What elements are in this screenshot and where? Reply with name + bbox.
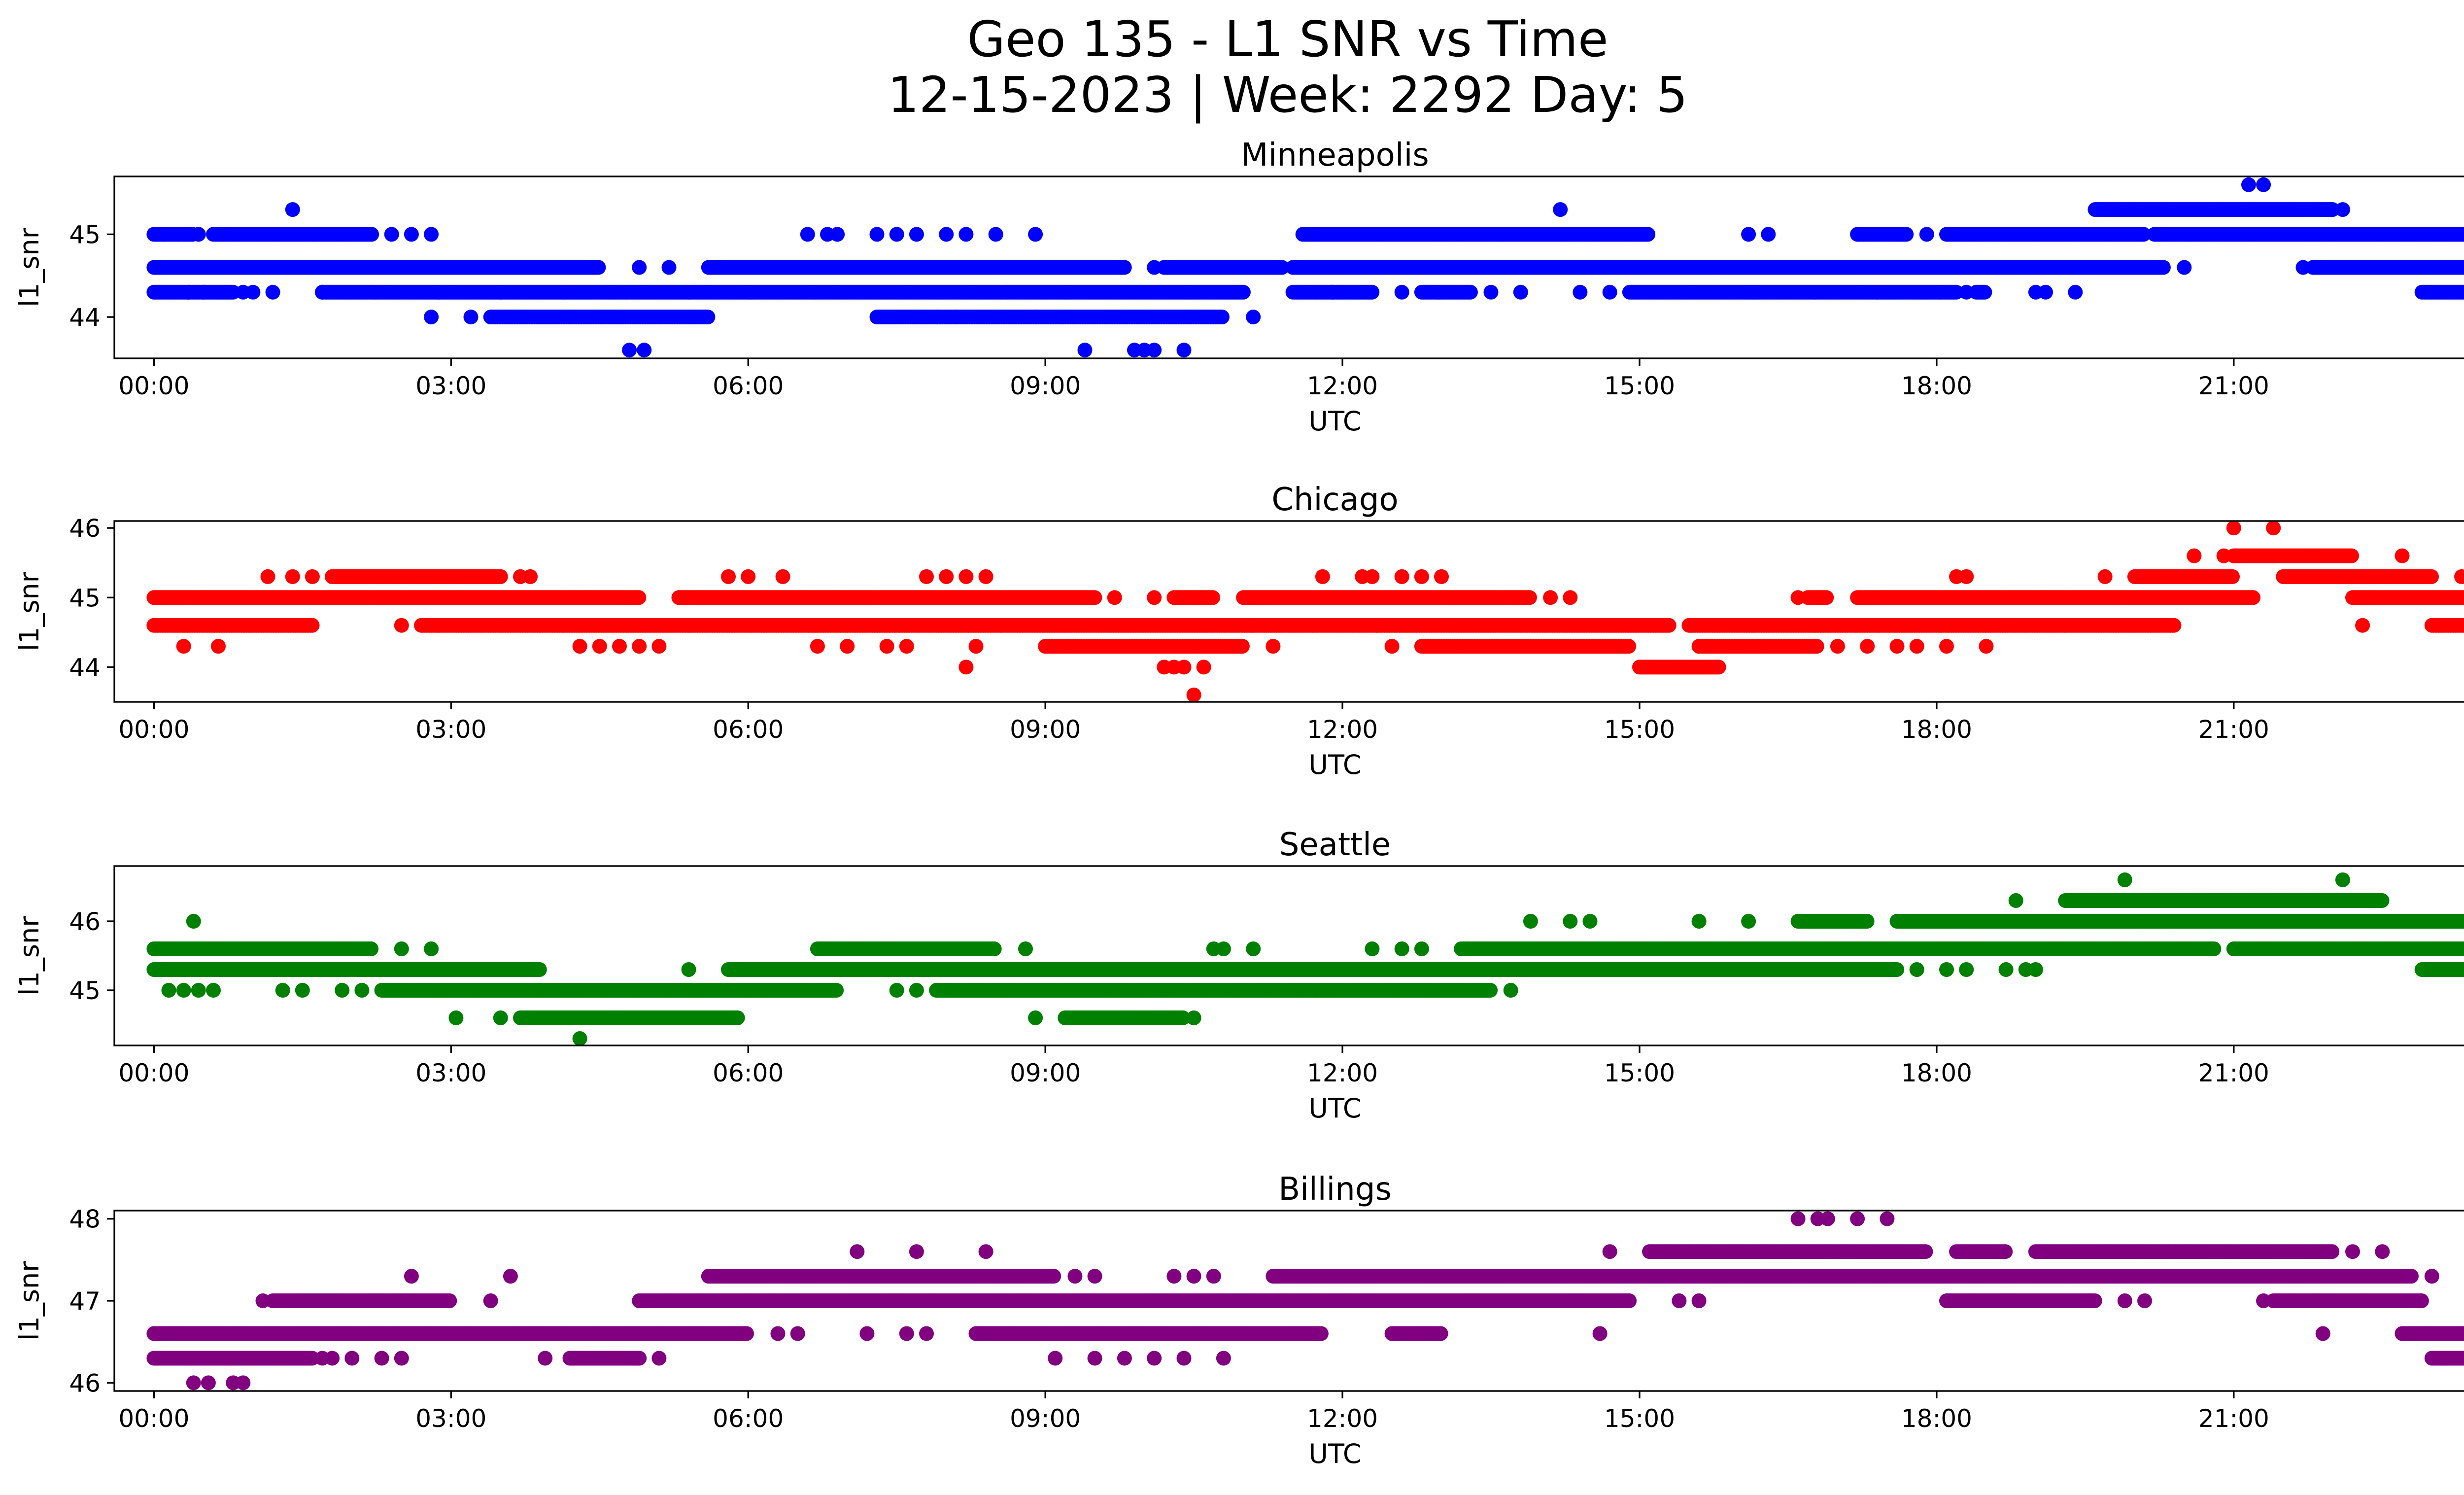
data-point xyxy=(245,284,261,300)
data-point xyxy=(1819,590,1834,605)
data-point xyxy=(700,310,716,325)
data-point xyxy=(1741,227,1756,242)
data-point xyxy=(1365,284,1380,300)
data-point xyxy=(305,618,320,633)
data-point xyxy=(2246,590,2260,605)
data-point xyxy=(1176,343,1192,358)
data-point xyxy=(1602,284,1617,300)
data-point xyxy=(1117,260,1132,275)
data-points xyxy=(146,521,2464,702)
data-point xyxy=(1483,284,1499,300)
data-point xyxy=(1513,284,1528,300)
x-tick-label: 21:00 xyxy=(2198,372,2269,400)
x-tick-label: 06:00 xyxy=(713,372,784,400)
data-point xyxy=(1087,590,1102,605)
x-tick-label: 03:00 xyxy=(415,372,486,400)
data-point xyxy=(631,590,647,605)
data-point xyxy=(1641,227,1656,242)
y-tick-label: 44 xyxy=(69,303,101,332)
data-point xyxy=(2038,284,2053,300)
data-point xyxy=(2137,260,2152,275)
data-point xyxy=(1553,202,1568,217)
data-point xyxy=(2295,260,2311,275)
subplot-title: Minneapolis xyxy=(1241,137,1429,174)
y-axis-label: l1_snr xyxy=(14,227,45,307)
data-point xyxy=(1573,284,1588,300)
data-point xyxy=(424,310,439,325)
data-point xyxy=(1959,284,1974,300)
data-point xyxy=(958,227,974,242)
data-point xyxy=(156,227,171,242)
data-point xyxy=(1394,284,1409,300)
data-point xyxy=(909,227,924,242)
data-point xyxy=(1028,227,1043,242)
data-point xyxy=(1977,284,1992,300)
data-point xyxy=(2335,202,2350,217)
data-point xyxy=(1214,310,1230,325)
data-point xyxy=(2241,177,2256,192)
data-point xyxy=(315,284,330,300)
data-point xyxy=(2156,260,2171,275)
y-tick-label: 45 xyxy=(69,220,101,249)
data-point xyxy=(1235,284,1251,300)
data-point xyxy=(591,260,606,275)
data-point xyxy=(404,227,419,242)
data-point xyxy=(285,202,300,217)
x-tick-label: 00:00 xyxy=(118,372,189,400)
x-axis-label: UTC xyxy=(1308,406,1361,437)
data-point xyxy=(171,227,186,242)
data-point xyxy=(513,260,528,275)
data-point xyxy=(830,227,845,242)
data-point xyxy=(196,284,211,300)
figure-title-line1: Geo 135 - L1 SNR vs Time xyxy=(967,10,1608,68)
data-point xyxy=(1028,310,1043,325)
data-point xyxy=(2177,260,2192,275)
data-point xyxy=(622,343,637,358)
data-point xyxy=(2256,177,2271,192)
data-point xyxy=(384,227,399,242)
data-point xyxy=(988,227,1003,242)
data-point xyxy=(1522,590,1537,605)
subplot-title: Chicago xyxy=(1271,482,1398,518)
data-point xyxy=(869,227,885,242)
data-point xyxy=(533,260,548,275)
data-point xyxy=(463,310,479,325)
data-point xyxy=(1205,590,1220,605)
data-point xyxy=(1761,227,1776,242)
data-point xyxy=(364,227,379,242)
x-tick-label: 18:00 xyxy=(1901,372,1972,400)
data-point xyxy=(939,227,954,242)
data-point xyxy=(889,227,904,242)
x-tick-label: 15:00 xyxy=(1604,372,1675,400)
data-point xyxy=(949,310,964,325)
data-point xyxy=(2462,262,2464,273)
data-point xyxy=(1077,343,1093,358)
data-point xyxy=(2068,284,2083,300)
data-point xyxy=(1899,227,1914,242)
data-point xyxy=(1274,260,1290,275)
data-point xyxy=(661,260,677,275)
data-point xyxy=(1147,343,1162,358)
data-point xyxy=(1147,260,1162,275)
subplot-minneapolis: Minneapolis 00:00 03:00 06:00 09:00 12:00 15:0… xyxy=(14,137,2464,437)
data-point xyxy=(1919,227,1934,242)
data-point xyxy=(637,343,652,358)
data-points xyxy=(146,177,2464,358)
data-point xyxy=(181,284,196,300)
data-point xyxy=(572,260,587,275)
x-tick-label: 09:00 xyxy=(1010,372,1081,400)
data-point xyxy=(191,227,206,242)
data-point xyxy=(1463,284,1478,300)
data-point xyxy=(265,284,280,300)
figure-title-line2: 12-15-2023 | Week: 2292 Day: 5 xyxy=(888,66,1688,124)
data-point xyxy=(1325,284,1340,300)
data-point xyxy=(929,310,944,325)
data-point xyxy=(632,260,647,275)
data-point xyxy=(800,227,815,242)
data-point xyxy=(1246,310,1261,325)
data-point xyxy=(424,227,439,242)
x-tick-label: 12:00 xyxy=(1307,372,1378,400)
